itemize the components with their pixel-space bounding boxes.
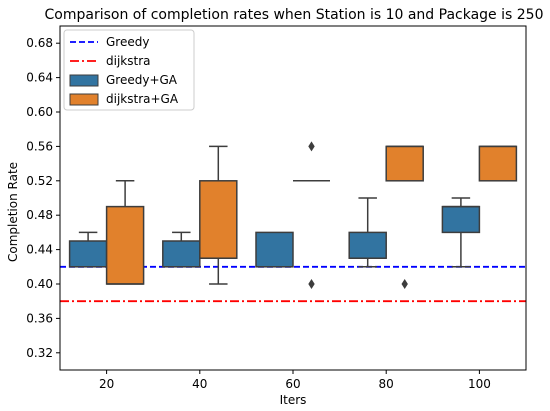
legend-label: Greedy bbox=[106, 35, 149, 49]
box-dijkstra-plus-ga-80 bbox=[385, 145, 424, 289]
y-tick-label: 0.44 bbox=[26, 243, 53, 257]
x-tick-label: 20 bbox=[99, 377, 114, 391]
legend-entry-dijkstra-plus-ga: dijkstra+GA bbox=[69, 92, 179, 106]
box-body bbox=[105, 205, 145, 285]
box-body bbox=[385, 145, 424, 182]
legend-color-swatch bbox=[69, 74, 99, 87]
y-tick-label: 0.40 bbox=[26, 277, 53, 291]
x-tick-label: 60 bbox=[285, 377, 300, 391]
legend-box bbox=[63, 29, 195, 111]
y-tick-label: 0.60 bbox=[26, 105, 53, 119]
y-tick-label: 0.52 bbox=[26, 174, 53, 188]
box-greedy-plus-ga-100 bbox=[441, 197, 481, 268]
box-body bbox=[255, 231, 294, 268]
boxes bbox=[68, 141, 518, 289]
x-tick-label: 80 bbox=[379, 377, 394, 391]
legend-entry-greedy-plus-ga: Greedy+GA bbox=[69, 73, 178, 87]
x-tick-label: 100 bbox=[468, 377, 491, 391]
box-greedy-plus-ga-20 bbox=[68, 231, 108, 268]
legend-label: dijkstra bbox=[106, 54, 150, 68]
box-greedy-plus-ga-60 bbox=[255, 231, 294, 268]
y-tick-label: 0.32 bbox=[26, 346, 53, 360]
y-tick-label: 0.64 bbox=[26, 71, 53, 85]
box-dijkstra-plus-ga-40 bbox=[199, 145, 238, 285]
box-greedy-plus-ga-80 bbox=[348, 197, 387, 268]
box-body bbox=[162, 240, 201, 268]
box-dijkstra-plus-ga-100 bbox=[478, 145, 518, 182]
axes: 0.32 0.36 0.40 0.44 0.48 0.52 0.56 0.60 0.64 0.68… bbox=[26, 25, 527, 391]
y-tick-label: 0.36 bbox=[26, 311, 53, 325]
y-tick-label: 0.68 bbox=[26, 36, 53, 50]
box-body bbox=[68, 240, 108, 268]
y-axis-label: Completion Rate bbox=[6, 162, 20, 262]
box-dijkstra-plus-ga-60 bbox=[293, 141, 330, 289]
legend-entry-greedy: Greedy bbox=[70, 35, 149, 49]
legend-label: dijkstra+GA bbox=[106, 92, 179, 106]
y-tick-label: 0.48 bbox=[26, 208, 53, 222]
box-body bbox=[478, 145, 518, 182]
outlier-marker bbox=[308, 141, 315, 152]
box-body bbox=[348, 231, 387, 259]
y-tick-label: 0.56 bbox=[26, 139, 53, 153]
x-tick-label: 40 bbox=[192, 377, 207, 391]
box-greedy-plus-ga-40 bbox=[162, 231, 201, 268]
legend-label: Greedy+GA bbox=[106, 73, 178, 87]
box-body bbox=[441, 205, 481, 234]
x-axis-label: Iters bbox=[280, 393, 307, 407]
outlier-marker bbox=[308, 279, 315, 289]
legend: Greedy dijkstra Greedy+GA dijkstra+GA bbox=[63, 29, 195, 111]
outlier-marker bbox=[401, 279, 408, 289]
box-body bbox=[199, 180, 238, 259]
legend-color-swatch bbox=[69, 93, 99, 106]
legend-entry-dijkstra: dijkstra bbox=[70, 54, 150, 68]
chart-title: Comparison of completion rates when Stat… bbox=[45, 7, 544, 23]
box-dijkstra-plus-ga-20 bbox=[105, 180, 145, 285]
